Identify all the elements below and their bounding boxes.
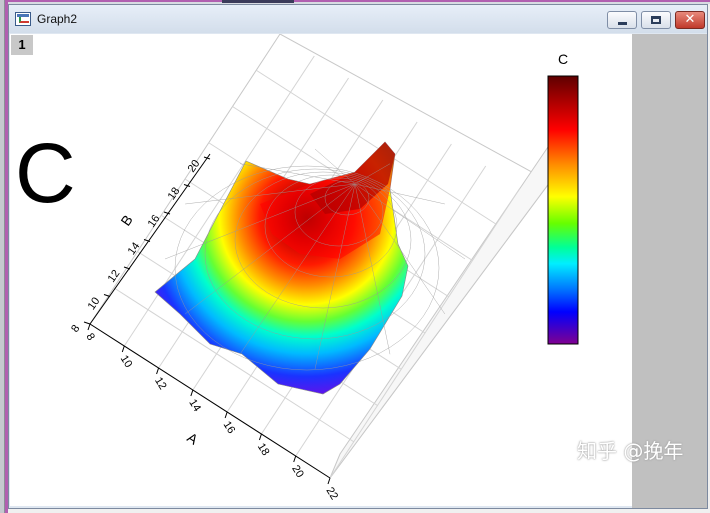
- mesh-contour: [234, 171, 412, 309]
- color-scale[interactable]: C: [547, 51, 579, 345]
- y-tick-label: 10: [86, 295, 103, 312]
- x-tick-mark: [190, 389, 194, 397]
- x-axis-label: A: [184, 429, 201, 448]
- x-tick-label: 20: [289, 463, 306, 480]
- x-tick-mark: [224, 411, 228, 419]
- y-tick-mark: [143, 239, 151, 242]
- y-tick-mark: [203, 156, 211, 160]
- mesh-contour: [204, 168, 426, 340]
- mesh-ray: [314, 148, 356, 185]
- mesh-ray: [239, 183, 356, 355]
- mesh-ray: [164, 183, 356, 260]
- mesh-ray: [185, 183, 356, 205]
- close-icon: ✕: [684, 12, 696, 27]
- y-tick-label: 8: [69, 323, 82, 335]
- y-tick-label: 12: [106, 268, 123, 285]
- axes: [89, 153, 331, 479]
- maximize-icon: [651, 16, 661, 24]
- layer-1-tab[interactable]: 1: [11, 35, 33, 55]
- x-tick-mark: [293, 455, 297, 463]
- color-scale-bar: [547, 75, 579, 345]
- gridline: [255, 69, 497, 225]
- y-tick-mark: [163, 211, 171, 215]
- mesh-contour: [264, 174, 398, 278]
- screen-top-border: [0, 0, 710, 4]
- y-tick-mark: [103, 294, 111, 297]
- mesh-ray: [184, 183, 356, 315]
- y-tick-label: 18: [166, 185, 183, 202]
- mesh-contour: [324, 180, 370, 216]
- graph-window-icon[interactable]: [15, 12, 31, 26]
- close-button[interactable]: ✕: [675, 11, 705, 29]
- x-tick-mark: [121, 345, 125, 353]
- graph-window: Graph2 ✕ 1 C: [8, 4, 708, 509]
- x-tick-label: 8: [83, 331, 96, 343]
- y-tick-label: 14: [126, 240, 143, 257]
- x-tick-label: 22: [323, 485, 340, 502]
- mesh-ray: [354, 183, 446, 315]
- watermark-text: 知乎 @挽年: [577, 439, 684, 463]
- y-tick-label: 20: [186, 158, 203, 175]
- x-tick-mark: [327, 477, 331, 485]
- page-margin-area: [632, 34, 707, 508]
- x-tick-label: 18: [255, 441, 272, 458]
- color-scale-title: C: [558, 51, 568, 67]
- x-tick-label: 16: [221, 419, 238, 436]
- mesh-ray: [239, 163, 356, 185]
- mesh-ray: [354, 163, 391, 185]
- x-tick-label: 14: [186, 397, 203, 414]
- title-bar[interactable]: Graph2 ✕: [9, 5, 707, 33]
- graph-page[interactable]: 1 C: [10, 34, 632, 506]
- mesh-ray: [354, 183, 391, 355]
- minimize-button[interactable]: [607, 11, 637, 29]
- mesh-ray: [354, 183, 466, 260]
- screen-left-accent: [5, 0, 8, 513]
- x-tick-label: 12: [152, 375, 169, 392]
- y-axis-label: B: [117, 212, 135, 229]
- window-title: Graph2: [37, 12, 78, 26]
- y-tick-mark: [123, 266, 131, 270]
- y-tick-label: 16: [146, 213, 163, 230]
- gridline: [113, 287, 355, 443]
- mesh-contour: [294, 177, 384, 247]
- maximize-button[interactable]: [641, 11, 671, 29]
- y-tick-mark: [183, 184, 191, 187]
- minimize-icon: [618, 22, 627, 25]
- x-tick-label: 10: [118, 353, 135, 370]
- y-tick-mark: [83, 321, 91, 325]
- x-tick-mark: [258, 433, 262, 441]
- x-tick-mark: [156, 367, 160, 375]
- mesh-ray: [354, 183, 445, 205]
- screen-left-border: [0, 0, 5, 513]
- surface-mesh: [154, 141, 466, 395]
- mesh-ray: [314, 183, 356, 370]
- plot-big-label[interactable]: C: [15, 126, 76, 220]
- mesh-contour: [174, 165, 440, 371]
- x-axis-ticks: 8 10 12 14 16 18 20 22: [83, 323, 340, 502]
- x-tick-mark: [87, 323, 91, 331]
